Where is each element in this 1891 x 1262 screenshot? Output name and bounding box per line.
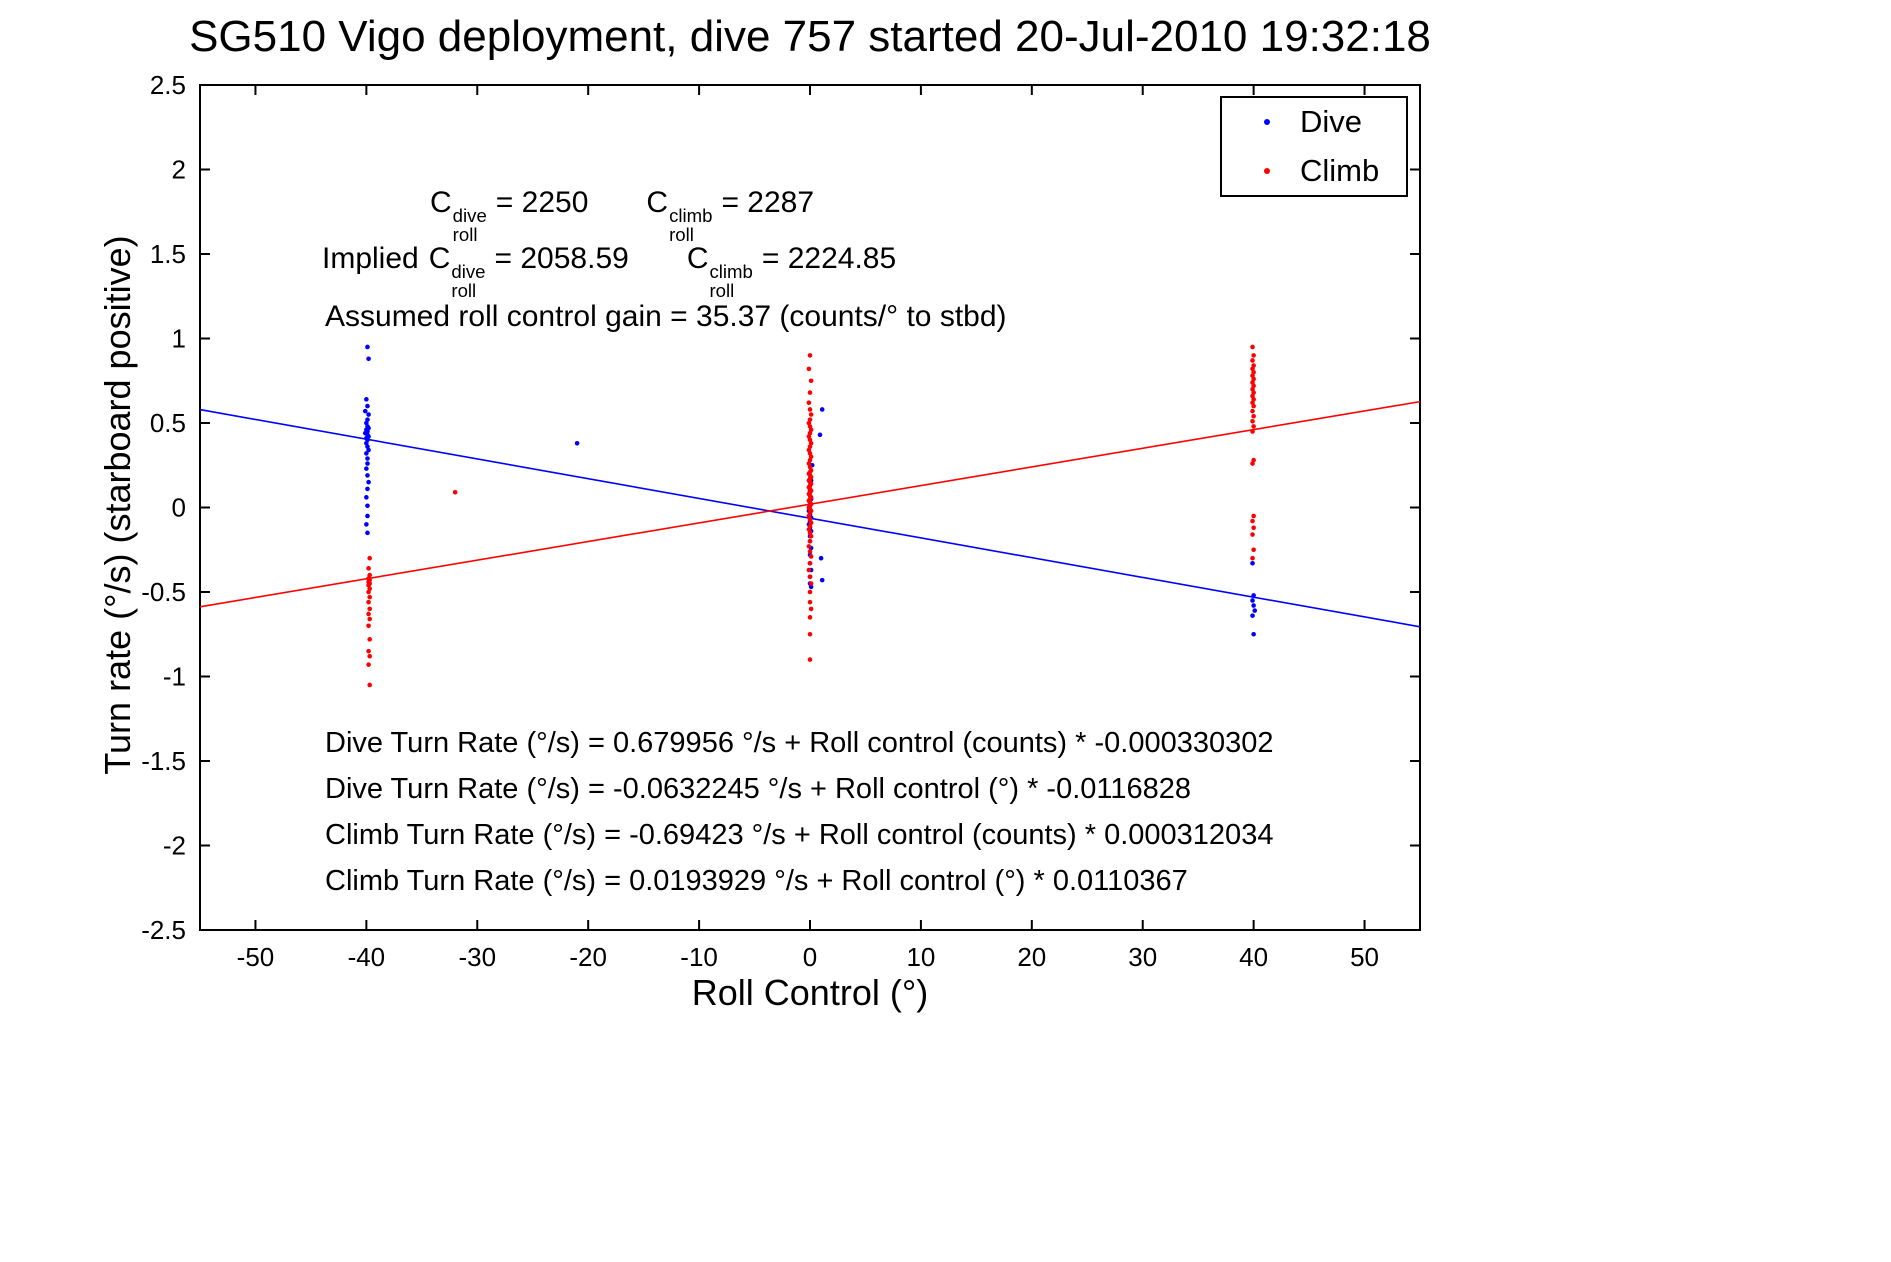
- x-tick-label: -10: [680, 942, 718, 972]
- x-tick-label: -20: [569, 942, 607, 972]
- climb-scatter-points: [366, 344, 1256, 688]
- legend-label-dive: Dive: [1300, 104, 1363, 140]
- y-tick-label: 1.5: [150, 239, 186, 269]
- climb-equation-counts: Climb Turn Rate (°/s) = -0.69423 °/s + R…: [325, 819, 1274, 851]
- x-tick-label: 20: [1017, 942, 1046, 972]
- croll-dive-value: = 2250: [495, 186, 589, 219]
- implied-dive-value: = 2058.59: [494, 242, 629, 275]
- croll-climb-value: = 2287: [721, 186, 815, 219]
- climb-marker-icon: [1264, 167, 1270, 174]
- y-axis-label: Turn rate (°/s) (starboard positive): [97, 235, 138, 775]
- x-tick-label: 0: [803, 942, 817, 972]
- legend-item-climb: Climb: [1222, 147, 1406, 196]
- implied-prefix: Implied: [322, 242, 419, 275]
- x-tick-label: -40: [348, 942, 386, 972]
- legend-item-dive: Dive: [1222, 98, 1406, 147]
- croll-dive-subsup: dive roll: [452, 205, 487, 246]
- y-tick-label: -1.5: [141, 746, 186, 776]
- dive-marker-icon: [1264, 119, 1270, 126]
- x-tick-label: 50: [1350, 942, 1379, 972]
- y-tick-label: -1: [163, 662, 186, 692]
- y-tick-label: 0: [172, 493, 186, 523]
- gain-annotation: Assumed roll control gain = 35.37 (count…: [325, 300, 1007, 333]
- y-tick-label: -0.5: [141, 577, 186, 607]
- legend-label-climb: Climb: [1300, 152, 1380, 188]
- x-tick-label: 10: [906, 942, 935, 972]
- implied-climb-value: = 2224.85: [761, 242, 897, 275]
- implied-dive-subsup: dive roll: [451, 261, 486, 302]
- chart-title: SG510 Vigo deployment, dive 757 started …: [189, 12, 1431, 61]
- implied-climb-symbol: C: [686, 242, 709, 275]
- x-tick-label: -50: [237, 942, 275, 972]
- x-axis-label: Roll Control (°): [691, 972, 929, 1013]
- implied-climb-subsup: climb roll: [709, 261, 753, 302]
- dive-equation-degrees: Dive Turn Rate (°/s) = -0.0632245 °/s + …: [325, 773, 1192, 805]
- climb-equation-degrees: Climb Turn Rate (°/s) = 0.0193929 °/s + …: [325, 865, 1188, 897]
- axes-box: -50 -40 -30 -20 -10 0 10 20 30 40 50-2.5-2-1.5-1-0…: [141, 70, 1421, 972]
- dive-equation-counts: Dive Turn Rate (°/s) = 0.679956 °/s + Ro…: [325, 727, 1274, 759]
- implied-dive-symbol: C: [428, 242, 451, 275]
- croll-dive-symbol: C: [430, 186, 452, 219]
- y-tick-label: 2: [172, 155, 186, 185]
- y-tick-label: 0.5: [150, 408, 186, 438]
- y-tick-label: 2.5: [150, 70, 186, 100]
- legend: Dive Climb: [1220, 96, 1408, 197]
- x-tick-label: -30: [458, 942, 496, 972]
- y-tick-label: 1: [172, 324, 186, 354]
- croll-climb-subsup: climb roll: [669, 205, 713, 246]
- x-tick-label: 30: [1128, 942, 1157, 972]
- y-tick-label: -2.5: [141, 915, 186, 945]
- x-tick-label: 40: [1239, 942, 1268, 972]
- y-tick-label: -2: [163, 831, 186, 861]
- croll-climb-symbol: C: [646, 186, 669, 219]
